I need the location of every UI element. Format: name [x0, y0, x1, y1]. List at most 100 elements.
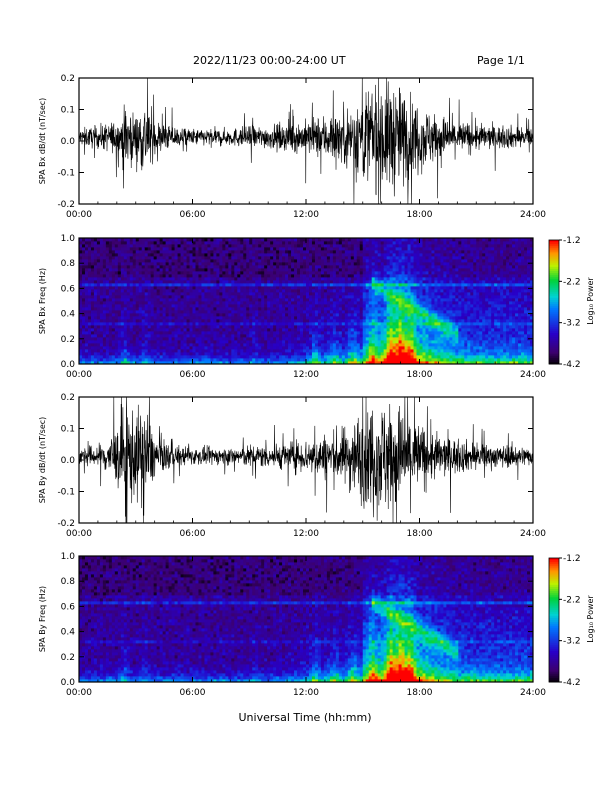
spectrogram-cell — [341, 349, 346, 353]
spectrogram-cell — [359, 238, 364, 242]
spectrogram-cell — [356, 274, 361, 278]
spectrogram-cell — [216, 292, 220, 296]
spectrogram-cell — [195, 334, 199, 338]
spectrogram-cell — [174, 343, 178, 347]
spectrogram-cell — [314, 247, 319, 251]
spectrogram-cell — [105, 298, 110, 302]
spectrogram-cell — [279, 289, 283, 293]
spectrogram-cell — [144, 346, 149, 350]
spectrogram-cell — [114, 247, 119, 251]
spectrogram-cell — [225, 310, 229, 314]
spectrogram-cell — [228, 310, 232, 314]
spectrogram-cell — [261, 310, 265, 314]
spectrogram-cell — [216, 313, 220, 317]
spectrogram-cell — [135, 271, 140, 275]
spectrogram-cell — [165, 292, 170, 296]
spectrogram-cell — [99, 241, 104, 245]
spectrogram-cell — [368, 328, 373, 332]
spectrogram-cell — [282, 262, 286, 266]
spectrogram-cell — [225, 346, 229, 350]
spectrogram-cell — [419, 340, 423, 344]
spectrogram-cell — [129, 343, 134, 347]
spectrogram-cell — [300, 295, 304, 299]
spectrogram-cell — [204, 265, 208, 269]
spectrogram-cell — [350, 361, 355, 365]
spectrogram-cell — [273, 298, 277, 302]
spectrogram-cell — [210, 286, 214, 290]
spectrogram-cell — [102, 286, 107, 290]
spectrogram-cell — [398, 313, 402, 317]
spectrogram-cell — [237, 331, 241, 335]
spectrogram-cell — [120, 298, 125, 302]
spectrogram-cell — [368, 322, 373, 326]
spectrogram-cell — [234, 292, 238, 296]
spectrogram-cell — [404, 250, 408, 254]
spectrogram-cell — [285, 355, 289, 359]
spectrogram-cell — [380, 274, 385, 278]
spectrogram-cell — [371, 244, 376, 248]
spectrogram-cell — [320, 358, 325, 362]
spectrogram-cell — [222, 292, 226, 296]
spectrogram-cell — [222, 268, 226, 272]
spectrogram-cell — [335, 352, 340, 356]
spectrogram-cell — [404, 313, 408, 317]
spectrogram-cell — [416, 250, 420, 254]
spectrogram-cell — [114, 313, 119, 317]
spectrogram-cell — [129, 292, 134, 296]
spectrogram-cell — [189, 355, 193, 359]
spectrogram-cell — [371, 325, 376, 329]
spectrogram-cell — [132, 268, 137, 272]
spectrogram-cell — [389, 313, 394, 317]
spectrogram-cell — [183, 259, 187, 263]
spectrogram-cell — [338, 340, 343, 344]
spectrogram-cell — [180, 316, 184, 320]
spectrogram-cell — [317, 253, 322, 257]
spectrogram-cell — [138, 259, 143, 263]
spectrogram-cell — [288, 352, 292, 356]
spectrogram-cell — [240, 295, 244, 299]
spectrogram-cell — [168, 340, 172, 344]
spectrogram-cell — [425, 259, 429, 263]
spectrogram-cell — [216, 331, 220, 335]
spectrogram-cell — [189, 334, 193, 338]
spectrogram-cell — [285, 331, 289, 335]
spectrogram-cell — [192, 259, 196, 263]
spectrogram-cell — [267, 307, 271, 311]
spectrogram-cell — [246, 325, 250, 329]
spectrogram-cell — [93, 331, 98, 335]
spectrogram-cell — [273, 313, 277, 317]
spectrogram-cell — [425, 361, 429, 365]
spectrogram-cell — [117, 352, 122, 356]
spectrogram-cell — [105, 262, 110, 266]
spectrogram-cell — [308, 319, 313, 323]
spectrogram-cell — [303, 328, 307, 332]
spectrogram-cell — [147, 352, 152, 356]
spectrogram-cell — [201, 319, 205, 323]
spectrogram-cell — [99, 250, 104, 254]
spectrogram-cell — [156, 301, 161, 305]
spectrogram-cell — [243, 325, 247, 329]
spectrogram-cell — [276, 274, 280, 278]
spectrogram-cell — [225, 283, 229, 287]
spectrogram-cell — [294, 313, 298, 317]
spectrogram-cell — [243, 265, 247, 269]
spectrogram-cell — [368, 349, 373, 353]
spectrogram-cell — [252, 328, 256, 332]
spectrogram-cell — [413, 322, 417, 326]
spectrogram-cell — [335, 301, 340, 305]
spectrogram-cell — [243, 337, 247, 341]
spectrogram-cell — [135, 346, 140, 350]
spectrogram-cell — [195, 241, 199, 245]
spectrogram-cell — [323, 322, 328, 326]
spectrogram-cell — [282, 331, 286, 335]
spectrogram-cell — [210, 301, 214, 305]
spectrogram-cell — [96, 337, 101, 341]
spectrogram-cell — [389, 271, 394, 275]
spectrogram-cell — [147, 265, 152, 269]
spectrogram-cell — [150, 286, 155, 290]
spectrogram-cell — [308, 340, 313, 344]
spectrogram-cell — [84, 340, 89, 344]
spectrogram-cell — [183, 256, 187, 260]
spectrogram-cell — [377, 355, 382, 359]
spectrogram-cell — [79, 310, 83, 314]
